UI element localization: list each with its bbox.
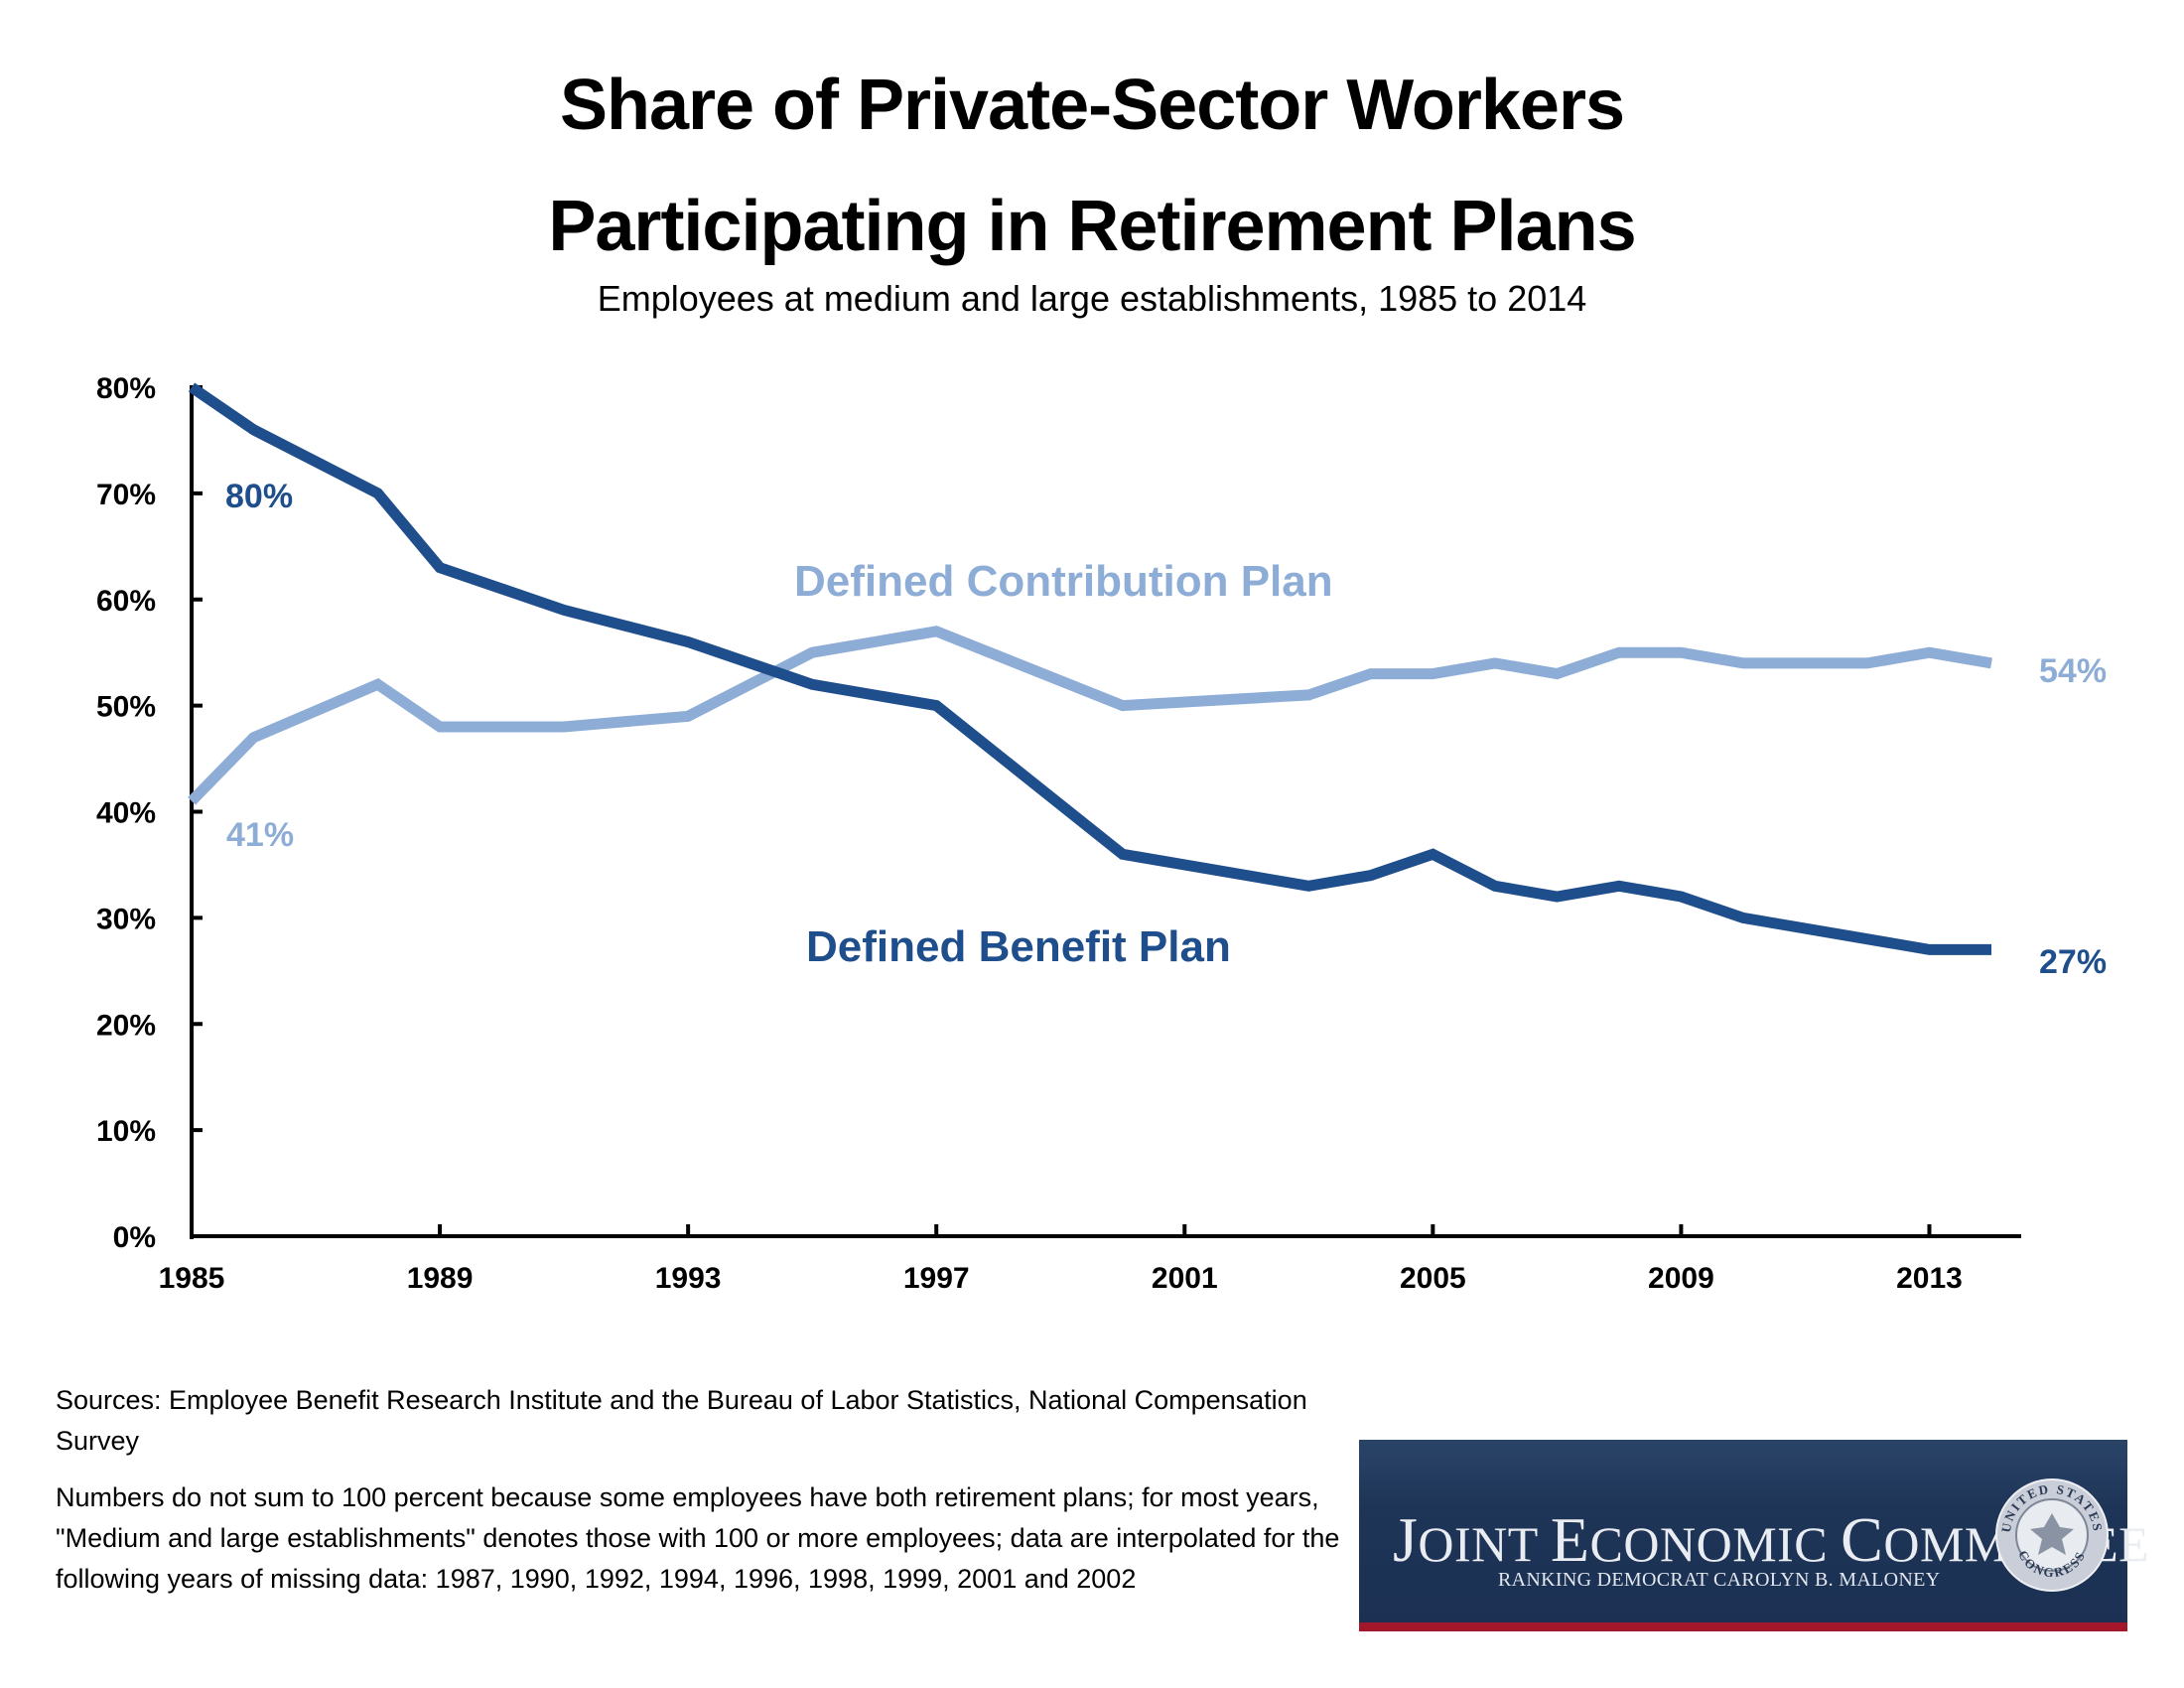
dc-start-label: 41% [226,816,294,854]
series-line-defined-contribution [188,626,1992,805]
dc-end-label: 54% [2039,652,2107,690]
logo-subtitle: RANKING DEMOCRAT CAROLYN B. MALONEY [1498,1569,1941,1591]
x-tick-label: 2005 [1400,1262,1466,1295]
x-tick-label: 2013 [1896,1262,1963,1295]
y-tick-label: 50% [96,691,156,724]
series-line-defined-benefit [188,382,1991,955]
y-tick-label: 70% [96,479,156,511]
chart-title-line2: Participating in Retirement Plans [548,187,1636,266]
chart-title-line1: Share of Private-Sector Workers [559,66,1625,145]
series-layer [188,382,1992,955]
sources-note: Sources: Employee Benefit Research Insti… [56,1385,1307,1456]
logo-red-band [1359,1622,2127,1631]
methodology-note: Numbers do not sum to 100 percent becaus… [56,1482,1340,1594]
congress-seal-icon: UNITED STATES CONGRESS [1995,1478,2109,1592]
y-tick-label: 40% [96,797,156,830]
x-tick-label: 1997 [903,1262,970,1295]
x-tick-label: 1989 [407,1262,474,1295]
y-tick-label: 60% [96,585,156,618]
y-tick-label: 0% [113,1221,156,1254]
x-tick-label: 2009 [1648,1262,1714,1295]
x-tick-label: 2001 [1152,1262,1218,1295]
y-tick-label: 10% [96,1115,156,1148]
x-tick-label: 1993 [655,1262,722,1295]
x-tick-label: 1985 [159,1262,225,1295]
y-tick-label: 20% [96,1009,156,1042]
y-tick-label: 30% [96,903,156,935]
labels-layer: 80% 41% 54% 27% Defined Contribution Plan Def… [225,478,2107,981]
y-tick-label: 80% [96,372,156,405]
annotation-defined-contribution: Defined Contribution Plan [794,557,1333,606]
eagle-icon [2030,1513,2074,1555]
jec-logo: JOINT ECONOMIC COMMITTEE RANKING DEMOCRA… [1359,1440,2149,1631]
db-start-label: 80% [225,478,293,515]
annotation-defined-benefit: Defined Benefit Plan [806,922,1231,971]
chart-subtitle: Employees at medium and large establishm… [597,278,1587,319]
db-end-label: 27% [2039,943,2107,981]
axes: 0% 10% 20% 30% 40% 50% 60% 70% 80% 1985 1989 1993 19… [96,372,2021,1295]
